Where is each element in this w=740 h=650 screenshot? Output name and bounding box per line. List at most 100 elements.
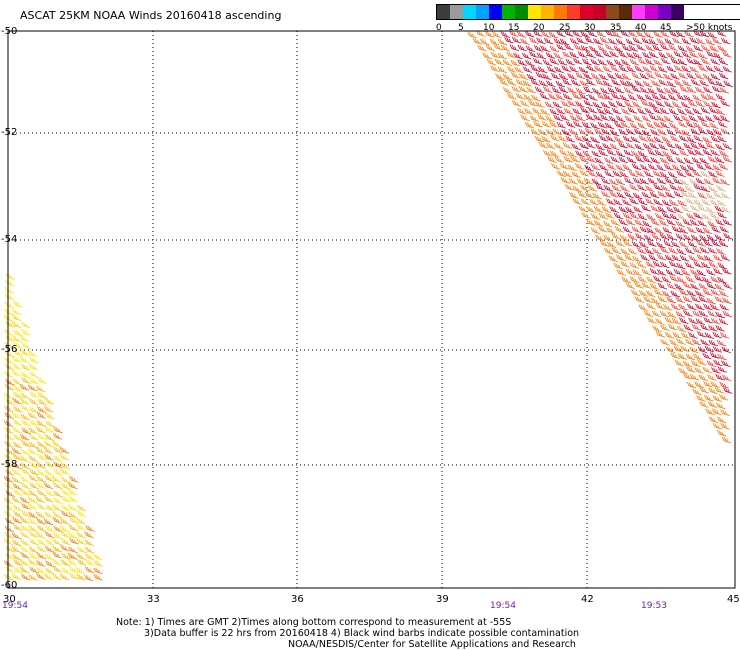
wind-barb [717,353,727,361]
wind-barb [44,397,55,405]
wind-barb [568,128,579,136]
wind-barb [687,148,697,156]
wind-barb [698,374,708,381]
wind-barb [698,127,708,135]
wind-barb [590,136,600,144]
wind-barb [28,531,39,538]
wind-barb [711,240,721,247]
wind-barb [535,71,546,79]
wind-barb [703,100,713,108]
wind-barb [610,156,620,163]
wind-barb [697,52,708,60]
wind-barb [13,300,23,308]
wind-barb [517,59,527,66]
wind-barb [21,377,32,384]
wind-barb [3,314,14,322]
wind-barb [641,204,651,212]
wind-barb [522,66,533,73]
wind-barb [580,31,590,38]
wind-barb [525,59,535,67]
wind-barb [52,504,62,511]
wind-barb [668,94,678,101]
wind-barb [53,490,63,498]
wind-barb [27,448,38,455]
wind-barb [60,462,71,470]
wind-barb [668,108,679,116]
wind-barb [657,66,668,73]
wind-barb [555,93,565,101]
wind-barb [653,136,664,144]
wind-barb [664,254,675,262]
scale-label: 20 [533,23,545,33]
wind-barb [683,234,693,241]
wind-barb [696,395,706,402]
wind-barb [689,51,699,58]
wind-barb [69,517,79,524]
wind-barb [655,213,665,220]
wind-barb [580,107,590,114]
wind-barb [533,45,544,52]
wind-barb [20,524,31,532]
wind-barb [628,170,638,178]
wind-barb [612,31,622,38]
wind-barb [708,416,719,424]
wind-barb [700,44,711,52]
wind-barb [717,366,727,373]
wind-barb [620,80,630,87]
wind-barb [721,436,732,444]
wind-barb [641,282,652,289]
wind-barb [719,150,729,157]
wind-barb [83,574,94,582]
wind-barb [67,504,78,511]
wind-barb [635,233,645,240]
wind-barb [643,310,654,318]
wind-barb [614,86,625,94]
wind-barb [556,121,567,129]
wind-barb [710,317,721,325]
wind-barb [716,429,727,437]
wind-barb [526,73,537,81]
color-scale-bar [436,4,740,20]
wind-barb [5,504,15,512]
wind-barb [681,51,692,58]
wind-barb [637,122,647,129]
wind-barb [663,73,673,81]
wind-barb [668,247,678,254]
wind-barb [689,219,700,226]
wind-barb [484,30,495,38]
wind-barb [44,469,55,477]
wind-barb [646,72,656,79]
wind-barb [45,489,55,497]
wind-barb [52,517,63,524]
wind-barb [697,142,708,150]
wind-barb [530,128,540,136]
wind-barb [21,510,32,518]
wind-barb [656,241,666,249]
wind-barb [706,234,717,242]
wind-barb [667,171,678,179]
wind-barb [686,72,696,80]
wind-barb [714,156,725,164]
wind-barb [637,198,648,206]
wind-barb [684,108,695,115]
wind-barb [696,254,707,261]
wind-barb [654,149,665,157]
wind-barb [656,177,667,185]
wind-barb [678,121,688,128]
wind-barb [37,525,47,532]
wind-barb [595,78,605,86]
wind-barb [620,185,630,192]
wind-barb [591,178,602,186]
wind-barb [28,474,39,482]
wind-barb [629,58,640,66]
wind-barb [590,213,601,220]
wind-barb [676,248,687,255]
wind-barb [578,205,589,213]
wind-barb [622,212,633,220]
wind-barb [710,303,720,311]
wind-barb [572,108,582,115]
wind-barb [61,504,71,512]
wind-barb [696,330,707,338]
wind-barb [675,220,685,228]
wind-barb [660,338,670,346]
